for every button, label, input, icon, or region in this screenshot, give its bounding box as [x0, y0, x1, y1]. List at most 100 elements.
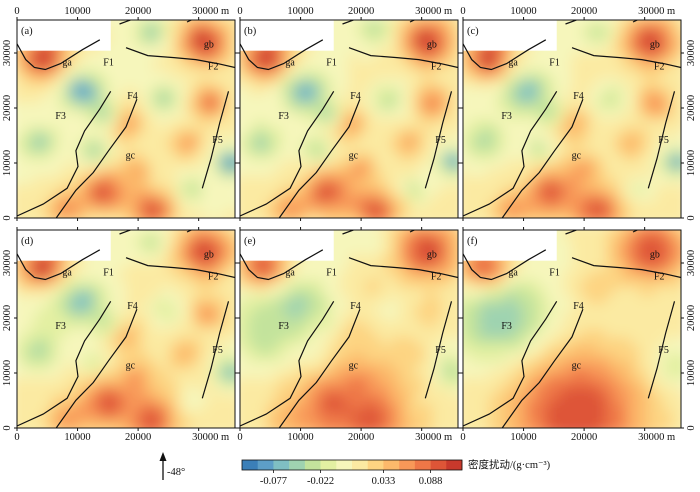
fault-line-f4 [501, 308, 584, 428]
colorbar-swatch [257, 460, 274, 470]
panel-frame [239, 229, 459, 429]
feature-label-ga: ga [62, 58, 72, 69]
fault-line-f5 [201, 301, 230, 399]
y-tick-label: 0 [2, 215, 13, 220]
feature-label-f4: F4 [127, 301, 138, 312]
x-tick-label: 0 [237, 6, 242, 17]
fault-line-f2 [571, 47, 681, 69]
density-field [463, 20, 681, 218]
fault-line-top1 [565, 230, 577, 235]
x-tick-label: 0 [237, 432, 242, 443]
feature-label-f1: F1 [103, 58, 114, 69]
panel-label: (b) [244, 26, 257, 37]
colorbar-swatch [242, 460, 259, 470]
no-data-region [17, 20, 111, 51]
feature-label-f1: F1 [549, 268, 560, 279]
fault-line-f3 [240, 300, 335, 427]
fault-line-top1 [565, 20, 577, 25]
panel-label: (f) [467, 236, 478, 247]
x-tick-label: 0 [460, 6, 465, 17]
feature-label-gc: gc [349, 151, 359, 162]
feature-label-f3: F3 [501, 111, 512, 122]
density-field [463, 230, 681, 428]
feature-label-gb: gb [427, 250, 437, 261]
density-field [240, 230, 458, 428]
colorbar-swatch [367, 460, 384, 470]
feature-label-gb: gb [204, 40, 214, 51]
feature-label-f4: F4 [350, 301, 361, 312]
feature-label-f2: F2 [654, 62, 665, 73]
fault-line-f2 [348, 257, 458, 279]
map-panel-c: 0 10000 20000 30000 m 0 10000 20000 30000 (c) ga g… [460, 6, 697, 221]
fault-line-f4 [55, 98, 138, 218]
colorbar-swatch [336, 460, 353, 470]
fault-line-f1 [240, 249, 324, 281]
feature-label-f5: F5 [435, 345, 446, 356]
feature-label-f1: F1 [326, 268, 337, 279]
feature-label-ga: ga [285, 268, 295, 279]
fault-line-f4 [278, 98, 361, 218]
x-tick-label: 20000 [348, 6, 374, 17]
panel-frame [16, 229, 236, 429]
feature-label-f3: F3 [55, 111, 66, 122]
feature-label-f5: F5 [658, 345, 669, 356]
no-data-region [240, 230, 334, 261]
panel-frame [239, 19, 459, 219]
colorbar-tick-label: -0.077 [260, 476, 287, 487]
x-tick-label: 20000 [125, 432, 151, 443]
y-tick-label: 10000 [686, 360, 697, 386]
feature-label-f2: F2 [431, 272, 442, 283]
x-tick-label: 10000 [287, 6, 313, 17]
no-data-region [17, 230, 111, 261]
x-tick-label: 30000 m [192, 6, 229, 17]
y-tick-label: 30000 [686, 250, 697, 276]
feature-label-gb: gb [204, 250, 214, 261]
colorbar-swatch [414, 460, 431, 470]
x-tick-label: 30000 m [192, 432, 229, 443]
panel-frame [462, 229, 682, 429]
panel-label: (d) [21, 236, 34, 247]
x-tick-label: 10000 [287, 432, 313, 443]
y-tick-label: 30000 [2, 250, 13, 276]
fault-line-f4 [501, 98, 584, 218]
fault-line-f5 [647, 91, 676, 189]
feature-label-f2: F2 [208, 62, 219, 73]
x-tick-label: 30000 m [415, 432, 452, 443]
feature-label-f4: F4 [127, 91, 138, 102]
x-tick-label: 0 [14, 6, 19, 17]
fault-line-f5 [201, 91, 230, 189]
colorbar-swatch [383, 460, 400, 470]
y-tick-label: 20000 [2, 305, 13, 331]
feature-label-gb: gb [650, 40, 660, 51]
feature-label-f5: F5 [212, 345, 223, 356]
feature-label-gc: gc [572, 151, 582, 162]
panel-frame [462, 19, 682, 219]
feature-label-f5: F5 [212, 135, 223, 146]
colorbar-swatch [304, 460, 321, 470]
colorbar-tick-label: 0.088 [419, 476, 443, 487]
feature-label-f4: F4 [350, 91, 361, 102]
fault-line-top1 [342, 230, 354, 235]
y-tick-label: 30000 [686, 40, 697, 66]
colorbar-swatch [352, 460, 369, 470]
feature-label-f2: F2 [431, 62, 442, 73]
fault-line-f2 [125, 257, 235, 279]
colorbar-swatch [273, 460, 290, 470]
y-tick-label: 10000 [2, 150, 13, 176]
fault-line-f3 [463, 300, 558, 427]
feature-label-gb: gb [427, 40, 437, 51]
north-arrow: -48° [159, 452, 185, 480]
map-panel-d: 0 10000 20000 30000 m 0 10000 20000 30000 (d) ga g… [2, 227, 238, 443]
map-panel-b: 0 10000 20000 30000 m (b) ga gb gc F1 F2 F3 F4 F5 [237, 6, 461, 221]
x-tick-label: 0 [14, 432, 19, 443]
panel-label: (e) [244, 236, 256, 247]
feature-label-ga: ga [508, 268, 518, 279]
no-data-region [463, 230, 557, 261]
fault-line-f3 [17, 90, 112, 217]
feature-label-f5: F5 [658, 135, 669, 146]
fault-line-f5 [424, 301, 453, 399]
feature-label-f1: F1 [549, 58, 560, 69]
fault-line-top1 [342, 20, 354, 25]
y-tick-label: 10000 [2, 360, 13, 386]
feature-label-ga: ga [508, 58, 518, 69]
